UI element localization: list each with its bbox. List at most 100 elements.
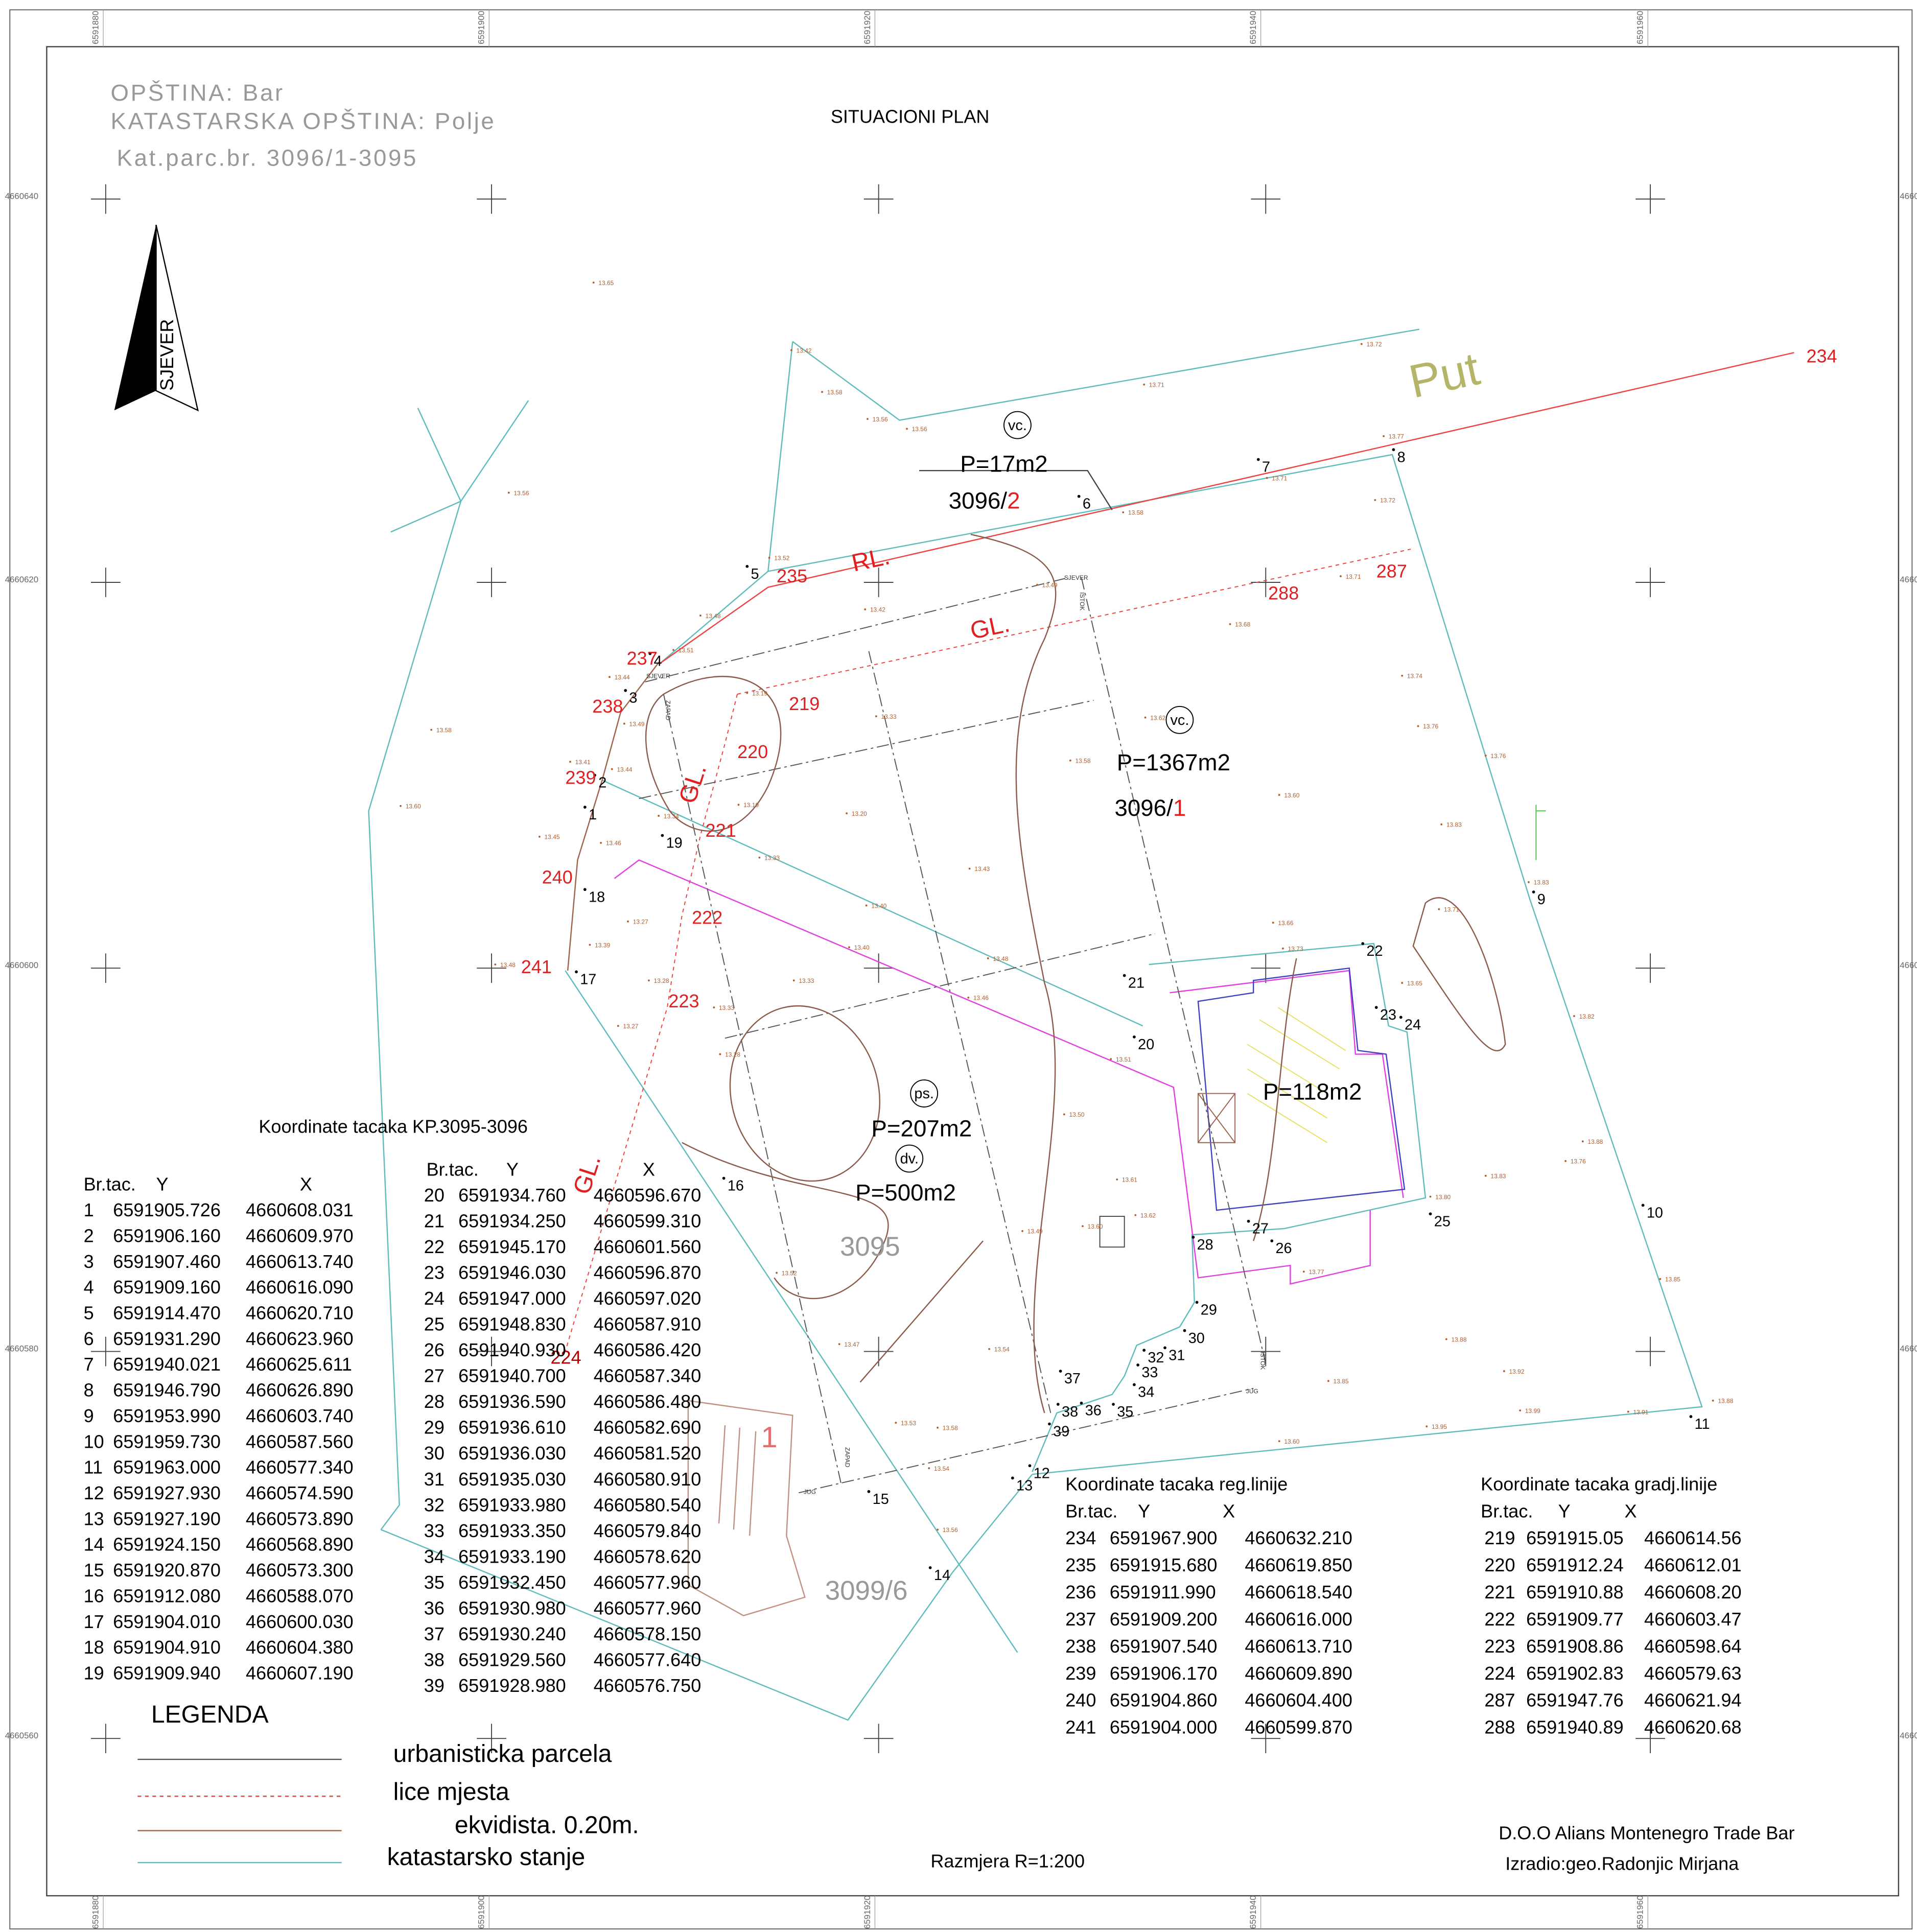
spot-height-mark bbox=[1360, 343, 1363, 345]
spot-height: 13.58 bbox=[1128, 509, 1143, 516]
table-header: Br.tac. bbox=[1065, 1500, 1117, 1521]
contour bbox=[1253, 958, 1297, 1241]
spot-height-mark bbox=[1573, 1015, 1575, 1017]
table-cell: 238 bbox=[1065, 1636, 1096, 1657]
table-cell: 4660609.890 bbox=[1245, 1663, 1352, 1684]
north-arrow-left bbox=[114, 225, 156, 411]
point-mark bbox=[583, 806, 587, 809]
table-cell: 6591927.190 bbox=[113, 1508, 221, 1529]
spot-height-mark bbox=[821, 391, 823, 393]
point-mark bbox=[1028, 1464, 1032, 1468]
spot-height-mark bbox=[1425, 1425, 1428, 1428]
boundary-point-number: 241 bbox=[521, 956, 552, 977]
contour bbox=[729, 1005, 880, 1182]
northing-label: 4660640 bbox=[1900, 192, 1917, 201]
spot-height: 13.49 bbox=[629, 720, 644, 727]
map-label: dv. bbox=[900, 1151, 919, 1167]
spot-height-mark bbox=[838, 1343, 840, 1346]
spot-height: 13.71 bbox=[1346, 573, 1361, 580]
boundary-point-number: 288 bbox=[1268, 583, 1299, 604]
spot-height-mark bbox=[790, 349, 792, 351]
table-cell: 6591904.910 bbox=[113, 1637, 221, 1658]
table-cell: 239 bbox=[1065, 1663, 1096, 1684]
table-cell: 6591906.160 bbox=[113, 1225, 221, 1246]
spot-height-mark bbox=[1519, 1409, 1522, 1411]
spot-height: 13.95 bbox=[1432, 1423, 1447, 1430]
point-number: 34 bbox=[1138, 1384, 1154, 1401]
parcel-sub: 1 bbox=[1173, 795, 1186, 821]
table-cell: 4660632.210 bbox=[1245, 1527, 1352, 1548]
table-cell: 6591907.540 bbox=[1110, 1636, 1218, 1657]
table-cell: 4660577.960 bbox=[594, 1572, 702, 1593]
point-mark bbox=[1059, 1370, 1062, 1373]
grid-cross bbox=[1251, 1724, 1281, 1754]
building-line bbox=[565, 694, 738, 1352]
table-cell: 234 bbox=[1065, 1527, 1096, 1548]
spot-height: 13.76 bbox=[1423, 723, 1438, 730]
table-cell: 4660582.690 bbox=[594, 1417, 702, 1438]
easting-label: 6591960 bbox=[1635, 1895, 1645, 1929]
table-cell: 19 bbox=[84, 1663, 104, 1684]
map-label: P=17m2 bbox=[960, 451, 1047, 477]
point-number: 5 bbox=[751, 566, 759, 582]
neighbour-building bbox=[687, 1400, 806, 1616]
table-title: Koordinate tacaka KP.3095-3096 bbox=[259, 1116, 528, 1137]
table-cell: 13 bbox=[84, 1508, 104, 1529]
spot-height: 13.83 bbox=[1446, 821, 1462, 829]
table-cell: 6591940.021 bbox=[113, 1354, 221, 1375]
map-label: 3095 bbox=[840, 1232, 900, 1262]
spot-height-mark bbox=[1278, 1440, 1280, 1443]
spot-height: 13.74 bbox=[1407, 673, 1422, 680]
easting-label: 6591920 bbox=[862, 1895, 872, 1929]
regulation-line bbox=[659, 352, 1794, 664]
table-cell: 6591945.170 bbox=[458, 1236, 566, 1257]
spot-height-mark bbox=[1278, 794, 1280, 796]
table-cell: 4660573.300 bbox=[246, 1560, 354, 1581]
sign bbox=[1535, 805, 1546, 860]
table-cell: 6591959.730 bbox=[113, 1431, 221, 1452]
table-cell: 4660596.870 bbox=[594, 1262, 702, 1283]
table-cell: 224 bbox=[1484, 1663, 1515, 1684]
point-number: 36 bbox=[1085, 1403, 1102, 1419]
table-cell: 6591912.080 bbox=[113, 1585, 221, 1606]
spot-height: 13.49 bbox=[1027, 1228, 1043, 1235]
spot-height-mark bbox=[1374, 499, 1376, 501]
table-cell: 4660620.710 bbox=[246, 1302, 354, 1323]
cadastral-line bbox=[767, 341, 793, 572]
spot-height-mark bbox=[1143, 383, 1145, 386]
spot-height: 13.60 bbox=[1284, 1438, 1299, 1445]
spot-height-mark bbox=[600, 841, 602, 844]
point-number: 3 bbox=[629, 690, 637, 706]
spot-height-mark bbox=[928, 1467, 930, 1470]
table-cell: 4660586.480 bbox=[594, 1391, 702, 1412]
spot-height-mark bbox=[792, 979, 795, 982]
spot-height-mark bbox=[627, 920, 629, 923]
spot-height: 13.33 bbox=[799, 977, 814, 984]
point-mark bbox=[1136, 1363, 1140, 1366]
map-label: ps. bbox=[914, 1086, 934, 1102]
point-mark bbox=[1080, 1401, 1083, 1405]
legend-label: lice mjesta bbox=[393, 1778, 509, 1805]
table-cell: 6591910.88 bbox=[1526, 1582, 1624, 1603]
urban-parcel-line bbox=[868, 651, 1051, 1413]
spot-height: 13.48 bbox=[706, 612, 721, 620]
table-cell: 6591924.150 bbox=[113, 1534, 221, 1555]
point-mark bbox=[575, 970, 578, 974]
table-cell: 9 bbox=[84, 1405, 94, 1426]
point-number: 22 bbox=[1366, 943, 1383, 959]
spot-height: 13.73 bbox=[1288, 946, 1303, 953]
point-number: 28 bbox=[1197, 1237, 1213, 1253]
spot-height: 13.99 bbox=[1525, 1407, 1540, 1415]
table-cell: 6591933.190 bbox=[458, 1546, 566, 1567]
spot-height: 13.77 bbox=[1389, 433, 1404, 440]
table-cell: 14 bbox=[84, 1534, 104, 1555]
spot-height-mark bbox=[1069, 759, 1071, 762]
spot-height: 13.83 bbox=[1490, 1172, 1506, 1180]
point-number: 10 bbox=[1647, 1205, 1663, 1221]
spot-height: 13.27 bbox=[623, 1023, 638, 1030]
table-header: X bbox=[643, 1159, 655, 1180]
spot-height: 13.44 bbox=[615, 674, 630, 681]
spot-height: 13.52 bbox=[774, 555, 789, 562]
spot-height: 13.44 bbox=[617, 766, 632, 773]
